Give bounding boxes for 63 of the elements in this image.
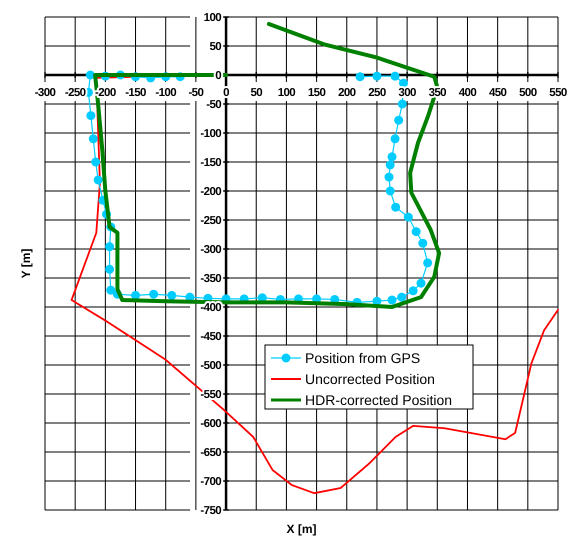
y-tick-label: -350 — [200, 273, 222, 285]
y-tick-label: -300 — [200, 244, 222, 256]
point — [423, 258, 432, 268]
x-tick-label: -50 — [188, 87, 204, 99]
x-tick-label: 200 — [338, 87, 356, 99]
y-tick-label: -450 — [200, 331, 222, 343]
point — [416, 278, 426, 288]
point — [388, 152, 397, 162]
legend-label: Uncorrected Position — [305, 371, 435, 387]
point — [94, 175, 103, 184]
y-tick-label: -100 — [200, 128, 222, 140]
point — [356, 72, 365, 82]
point — [386, 160, 395, 170]
point — [86, 111, 96, 120]
point — [418, 238, 428, 248]
point — [386, 186, 395, 196]
point — [91, 158, 100, 166]
x-axis-title: X [m] — [286, 522, 317, 536]
y-tick-label: 100 — [204, 12, 222, 24]
point — [397, 292, 406, 302]
x-tick-label: -300 — [34, 87, 56, 99]
x-tick-label: 500 — [519, 87, 537, 99]
x-tick-label: -100 — [155, 87, 176, 99]
point — [106, 286, 116, 295]
y-tick-label: -700 — [200, 476, 222, 488]
point — [398, 100, 407, 108]
x-tick-label: 450 — [488, 87, 507, 99]
x-tick-label: 250 — [368, 87, 386, 99]
y-tick-label: 50 — [209, 41, 222, 53]
point — [408, 286, 418, 296]
y-tick-label: -600 — [200, 418, 222, 430]
y-tick-label: -650 — [200, 447, 222, 459]
point — [394, 116, 404, 125]
y-tick-label: -50 — [206, 99, 222, 111]
point — [384, 172, 394, 182]
point — [404, 212, 413, 222]
y-axis-title: Y [m] — [19, 248, 33, 278]
point — [105, 264, 114, 274]
x-tick-label: 50 — [250, 87, 262, 99]
x-tick-label: 100 — [278, 87, 296, 99]
point — [388, 296, 397, 305]
legend-label: Position from GPS — [305, 350, 420, 366]
x-tick-label: -250 — [64, 87, 86, 99]
y-tick-label: -200 — [200, 186, 222, 198]
x-tick-label: 400 — [458, 87, 476, 99]
x-tick-label: -150 — [125, 87, 146, 99]
point — [412, 227, 421, 236]
y-tick-label: -250 — [200, 215, 222, 227]
y-tick-label: -500 — [200, 360, 222, 372]
legend-label: HDR-corrected Position — [305, 392, 452, 408]
point — [105, 242, 114, 252]
x-tick-label: 550 — [549, 87, 567, 99]
point — [88, 134, 98, 144]
point — [391, 202, 400, 212]
point — [372, 72, 382, 81]
y-tick-label: -400 — [200, 302, 222, 314]
point — [390, 72, 400, 81]
y-tick-label: -750 — [200, 505, 222, 517]
point — [167, 290, 176, 300]
x-tick-label: 150 — [308, 87, 326, 99]
point — [149, 290, 158, 299]
y-tick-label: -150 — [200, 157, 222, 169]
point — [390, 134, 400, 144]
